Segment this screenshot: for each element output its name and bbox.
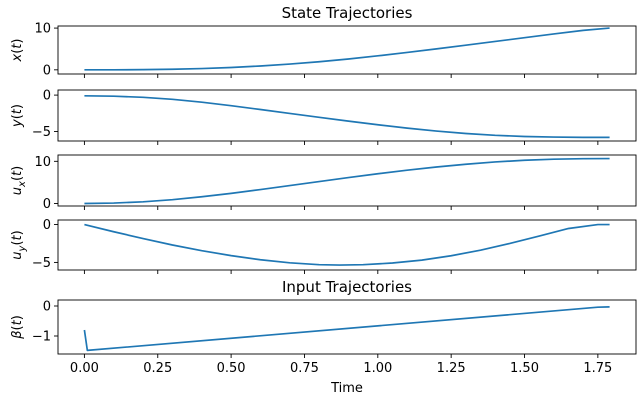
y-tick-label: −5 (32, 256, 51, 271)
x-tick-label: 1.00 (363, 361, 392, 376)
y-tick-label: −5 (32, 125, 51, 140)
x-tick-label: 1.25 (437, 361, 466, 376)
y-tick-label: 0 (43, 197, 51, 212)
panel-3: 0 10 ux(t) (10, 154, 637, 212)
panel-2: 0 −5 y(t) (10, 89, 637, 145)
y-tick-label: 0 (43, 63, 51, 78)
axes-frame (57, 25, 637, 75)
y-tick-label: 0 (43, 300, 51, 315)
x-axis-label: Time (330, 381, 363, 396)
series-line-panel-4 (84, 223, 610, 266)
y-tick-label: −1 (32, 330, 51, 345)
panel-title: State Trajectories (282, 4, 413, 22)
series-line-panel-1 (84, 27, 610, 71)
series-line-panel-2 (84, 94, 610, 139)
y-axis-label: uy(t) (10, 230, 28, 259)
panel-1: 0 10 State Trajectories x(t) (10, 4, 637, 78)
y-axis-label: x(t) (10, 39, 25, 63)
y-axis-label: ux(t) (10, 166, 28, 195)
x-tick-label: 1.75 (583, 361, 612, 376)
panel-title: Input Trajectories (282, 278, 412, 296)
y-tick-label: 0 (43, 89, 51, 104)
y-tick-label: 0 (43, 218, 51, 233)
y-tick-label: 10 (34, 155, 51, 170)
panel-5: 0 −1 0.00 0.25 0.50 0.75 1.00 1.25 1.50 1.75 Input… (10, 278, 637, 396)
axes-frame (57, 219, 637, 271)
series-line-panel-5 (83, 306, 610, 352)
x-tick-label: 0.75 (290, 361, 319, 376)
x-tick-label: 1.50 (510, 361, 539, 376)
x-tick-label: 0.00 (70, 361, 99, 376)
y-axis-label: β(t) (10, 315, 25, 340)
axes-frame (57, 154, 637, 207)
y-tick-label: 10 (34, 22, 51, 37)
series-line-panel-3 (84, 157, 610, 205)
panel-4: 0 −5 uy(t) (10, 218, 637, 274)
axes-frame (57, 89, 637, 142)
axes-frame (57, 299, 637, 355)
x-tick-label: 0.25 (143, 361, 172, 376)
x-tick-label: 0.50 (217, 361, 246, 376)
y-axis-label: y(t) (10, 104, 25, 128)
